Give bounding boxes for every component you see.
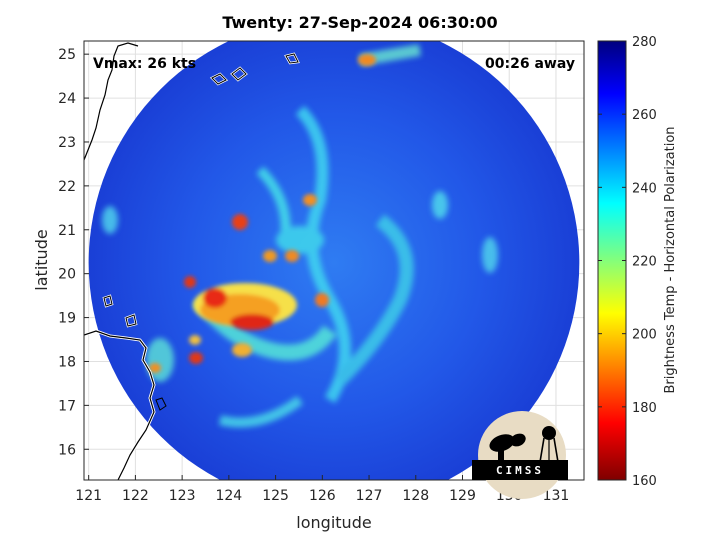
- colorbar-tick-label: 160: [632, 474, 657, 489]
- colorbar-tick-label: 180: [632, 401, 657, 416]
- colorbar-tick-label: 200: [632, 328, 657, 343]
- x-axis-label: longitude: [296, 513, 371, 532]
- plot-frame: [83, 40, 585, 481]
- satellite-dish-icon: [489, 433, 526, 460]
- y-tick-label: 18: [58, 354, 76, 370]
- colorbar-tick-label: 220: [632, 255, 657, 270]
- y-tick-label: 20: [58, 267, 76, 283]
- cimss-logo: CIMSS: [472, 411, 568, 499]
- x-tick-label: 131: [543, 488, 570, 504]
- y-tick-label: 22: [58, 179, 76, 195]
- y-axis-ticks: 16 17 18 19 20 21 22 23 24 25: [58, 47, 89, 458]
- microwave-swath: [88, 41, 580, 480]
- logo-text: CIMSS: [496, 464, 544, 477]
- colorbar-tick-label: 260: [632, 108, 657, 123]
- colorbar-tick-label: 280: [632, 35, 657, 50]
- x-tick-label: 122: [122, 488, 149, 504]
- y-tick-label: 17: [58, 398, 76, 414]
- y-axis-label: latitude: [32, 229, 51, 290]
- y-tick-label: 16: [58, 442, 76, 458]
- colorbar-ticks: 280 260 240 220 200 180 160: [598, 35, 657, 489]
- logo-banner: [472, 460, 568, 480]
- logo-disc: [478, 411, 566, 499]
- y-tick-label: 19: [58, 311, 76, 327]
- x-tick-label: 124: [215, 488, 242, 504]
- x-tick-label: 123: [169, 488, 196, 504]
- x-tick-label: 128: [402, 488, 429, 504]
- x-tick-label: 126: [309, 488, 336, 504]
- convection-features: [102, 44, 498, 428]
- colorbar-label: Brightness Temp - Horizontal Polarizatio…: [663, 126, 678, 393]
- y-tick-label: 25: [58, 47, 76, 63]
- y-tick-label: 24: [58, 91, 76, 107]
- coastlines: [84, 42, 300, 480]
- map-title: Twenty: 27-Sep-2024 06:30:00: [222, 13, 498, 32]
- x-tick-label: 125: [262, 488, 289, 504]
- x-tick-label: 121: [75, 488, 102, 504]
- colorbar-tick-label: 240: [632, 181, 657, 196]
- x-axis-ticks: 121122123124125126127128129130131: [75, 475, 569, 504]
- vmax-label: Vmax: 26 kts: [93, 56, 196, 72]
- water-tower-icon: [539, 426, 559, 463]
- colorbar: [597, 40, 627, 481]
- time-away-label: 00:26 away: [485, 56, 575, 72]
- x-tick-label: 129: [449, 488, 476, 504]
- x-tick-label: 127: [356, 488, 383, 504]
- y-tick-label: 23: [58, 135, 76, 151]
- y-tick-label: 21: [58, 223, 76, 239]
